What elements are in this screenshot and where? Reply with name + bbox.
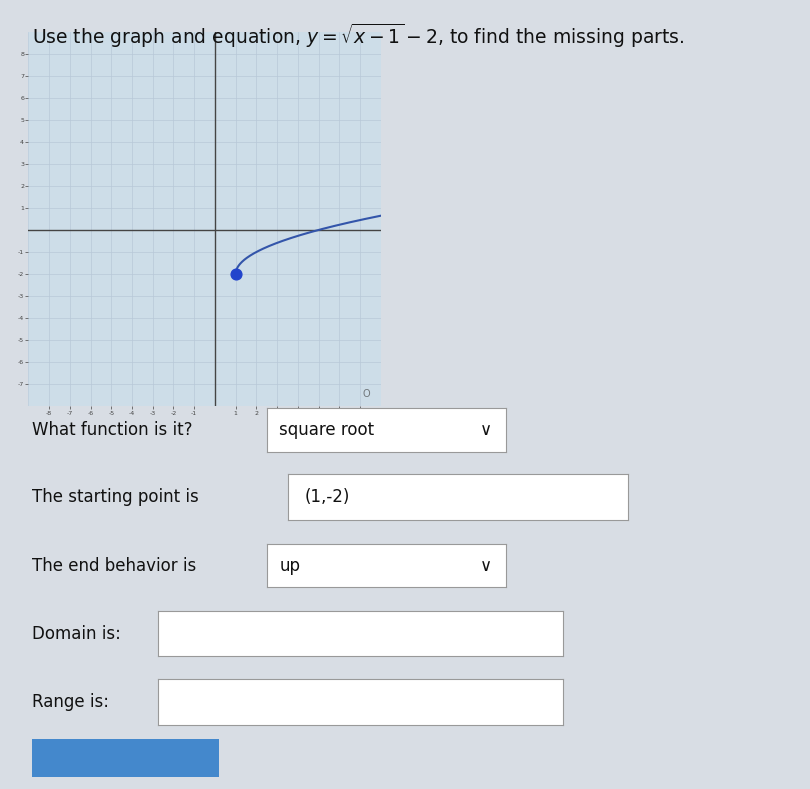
- Text: (1,-2): (1,-2): [305, 488, 350, 506]
- Text: square root: square root: [279, 421, 374, 439]
- Text: up: up: [279, 557, 301, 574]
- Text: The starting point is: The starting point is: [32, 488, 199, 506]
- Text: ∨: ∨: [480, 557, 492, 574]
- Text: O: O: [363, 389, 370, 399]
- Text: Range is:: Range is:: [32, 694, 109, 711]
- Text: The end behavior is: The end behavior is: [32, 557, 197, 574]
- Text: Domain is:: Domain is:: [32, 625, 122, 642]
- Text: What function is it?: What function is it?: [32, 421, 193, 439]
- Point: [229, 267, 242, 280]
- Text: ∨: ∨: [480, 421, 492, 439]
- Text: Use the graph and equation, $y = \sqrt{x-1} - 2$, to find the missing parts.: Use the graph and equation, $y = \sqrt{x…: [32, 22, 684, 50]
